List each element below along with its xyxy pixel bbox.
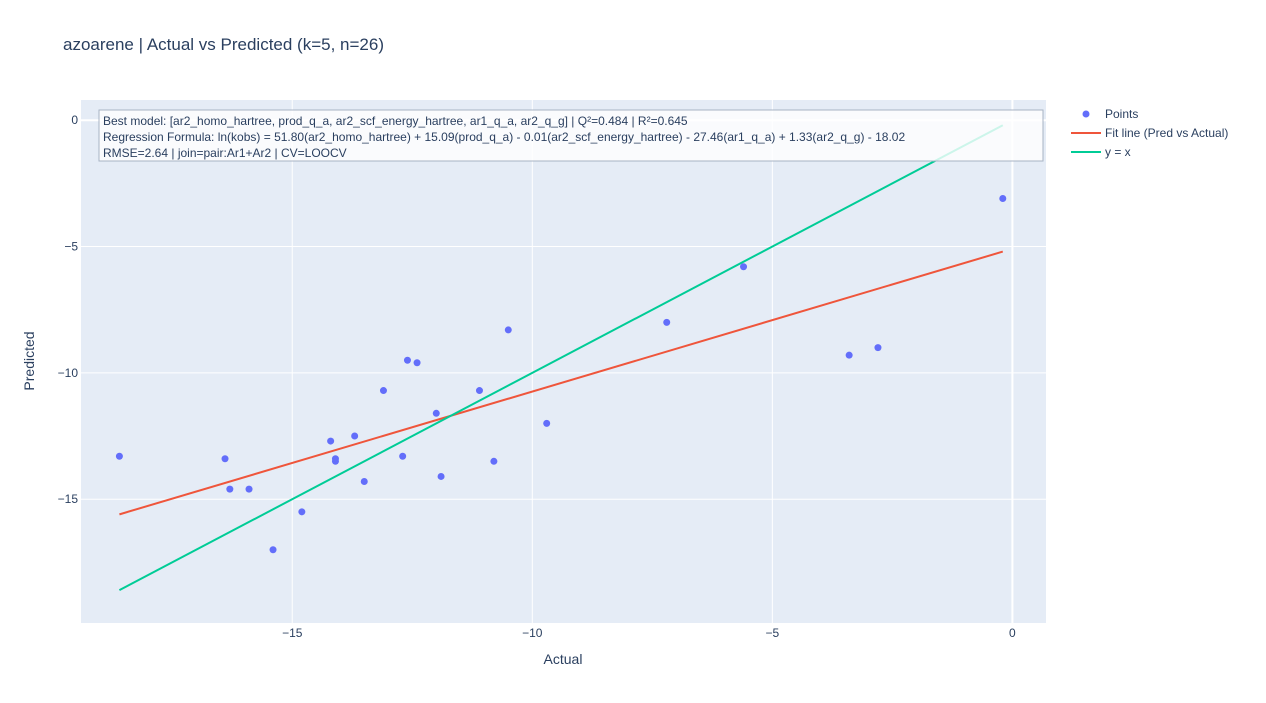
data-point[interactable] bbox=[845, 351, 853, 359]
legend-item-fit-line[interactable]: Fit line (Pred vs Actual) bbox=[1071, 126, 1228, 140]
y-tick-label: −5 bbox=[64, 240, 78, 254]
data-point[interactable] bbox=[226, 485, 234, 493]
legend-label-fit-line: Fit line (Pred vs Actual) bbox=[1105, 126, 1228, 140]
annotation-box bbox=[98, 109, 1044, 162]
x-tick-label: 0 bbox=[1009, 626, 1016, 640]
x-tick-label: −15 bbox=[282, 626, 303, 640]
data-point[interactable] bbox=[245, 485, 253, 493]
data-point[interactable] bbox=[221, 455, 229, 463]
data-point[interactable] bbox=[379, 387, 387, 395]
data-point[interactable] bbox=[403, 356, 411, 364]
data-point[interactable] bbox=[269, 546, 277, 554]
legend-item-points[interactable]: Points bbox=[1082, 107, 1139, 121]
data-point[interactable] bbox=[360, 478, 368, 486]
series-layer bbox=[115, 124, 1007, 592]
annotation-line-model: Best model: [ar2_homo_hartree, prod_q_a,… bbox=[103, 114, 688, 128]
data-point[interactable] bbox=[331, 455, 339, 463]
data-point[interactable] bbox=[327, 437, 335, 445]
data-point[interactable] bbox=[115, 452, 123, 460]
data-point[interactable] bbox=[475, 387, 483, 395]
x-tick-label: −5 bbox=[765, 626, 779, 640]
data-point[interactable] bbox=[504, 326, 512, 334]
data-point[interactable] bbox=[490, 457, 498, 465]
data-point[interactable] bbox=[874, 344, 882, 352]
legend: Points Fit line (Pred vs Actual) y = x bbox=[1071, 107, 1228, 159]
identity-line bbox=[118, 124, 1004, 592]
x-tick-label: −10 bbox=[522, 626, 543, 640]
y-tick-label: −10 bbox=[58, 366, 79, 380]
fit-line bbox=[119, 250, 1004, 516]
chart-title: azoarene | Actual vs Predicted (k=5, n=2… bbox=[63, 35, 384, 54]
data-point[interactable] bbox=[399, 452, 407, 460]
data-point[interactable] bbox=[740, 263, 748, 271]
y-tick-label: −15 bbox=[58, 492, 79, 506]
legend-item-identity-line[interactable]: y = x bbox=[1071, 145, 1131, 159]
annotation-line-formula: Regression Formula: ln(kobs) = 51.80(ar2… bbox=[103, 130, 905, 144]
tick-labels: −15 −10 −5 0 0 −5 −10 −15 bbox=[58, 113, 1016, 640]
legend-label-points: Points bbox=[1105, 107, 1138, 121]
x-axis-title: Actual bbox=[544, 651, 583, 667]
data-point[interactable] bbox=[999, 195, 1007, 203]
data-point[interactable] bbox=[543, 419, 551, 427]
data-point[interactable] bbox=[663, 318, 671, 326]
model-annotation: Best model: [ar2_homo_hartree, prod_q_a,… bbox=[98, 109, 1044, 162]
y-axis-title: Predicted bbox=[21, 331, 37, 390]
legend-label-identity-line: y = x bbox=[1105, 145, 1131, 159]
data-point[interactable] bbox=[351, 432, 359, 440]
data-point[interactable] bbox=[298, 508, 306, 516]
data-point[interactable] bbox=[413, 359, 421, 367]
data-point[interactable] bbox=[437, 472, 445, 480]
legend-marker-points bbox=[1082, 110, 1090, 118]
y-tick-label: 0 bbox=[71, 113, 78, 127]
annotation-line-metrics: RMSE=2.64 | join=pair:Ar1+Ar2 | CV=LOOCV bbox=[103, 146, 347, 160]
data-point[interactable] bbox=[432, 409, 440, 417]
